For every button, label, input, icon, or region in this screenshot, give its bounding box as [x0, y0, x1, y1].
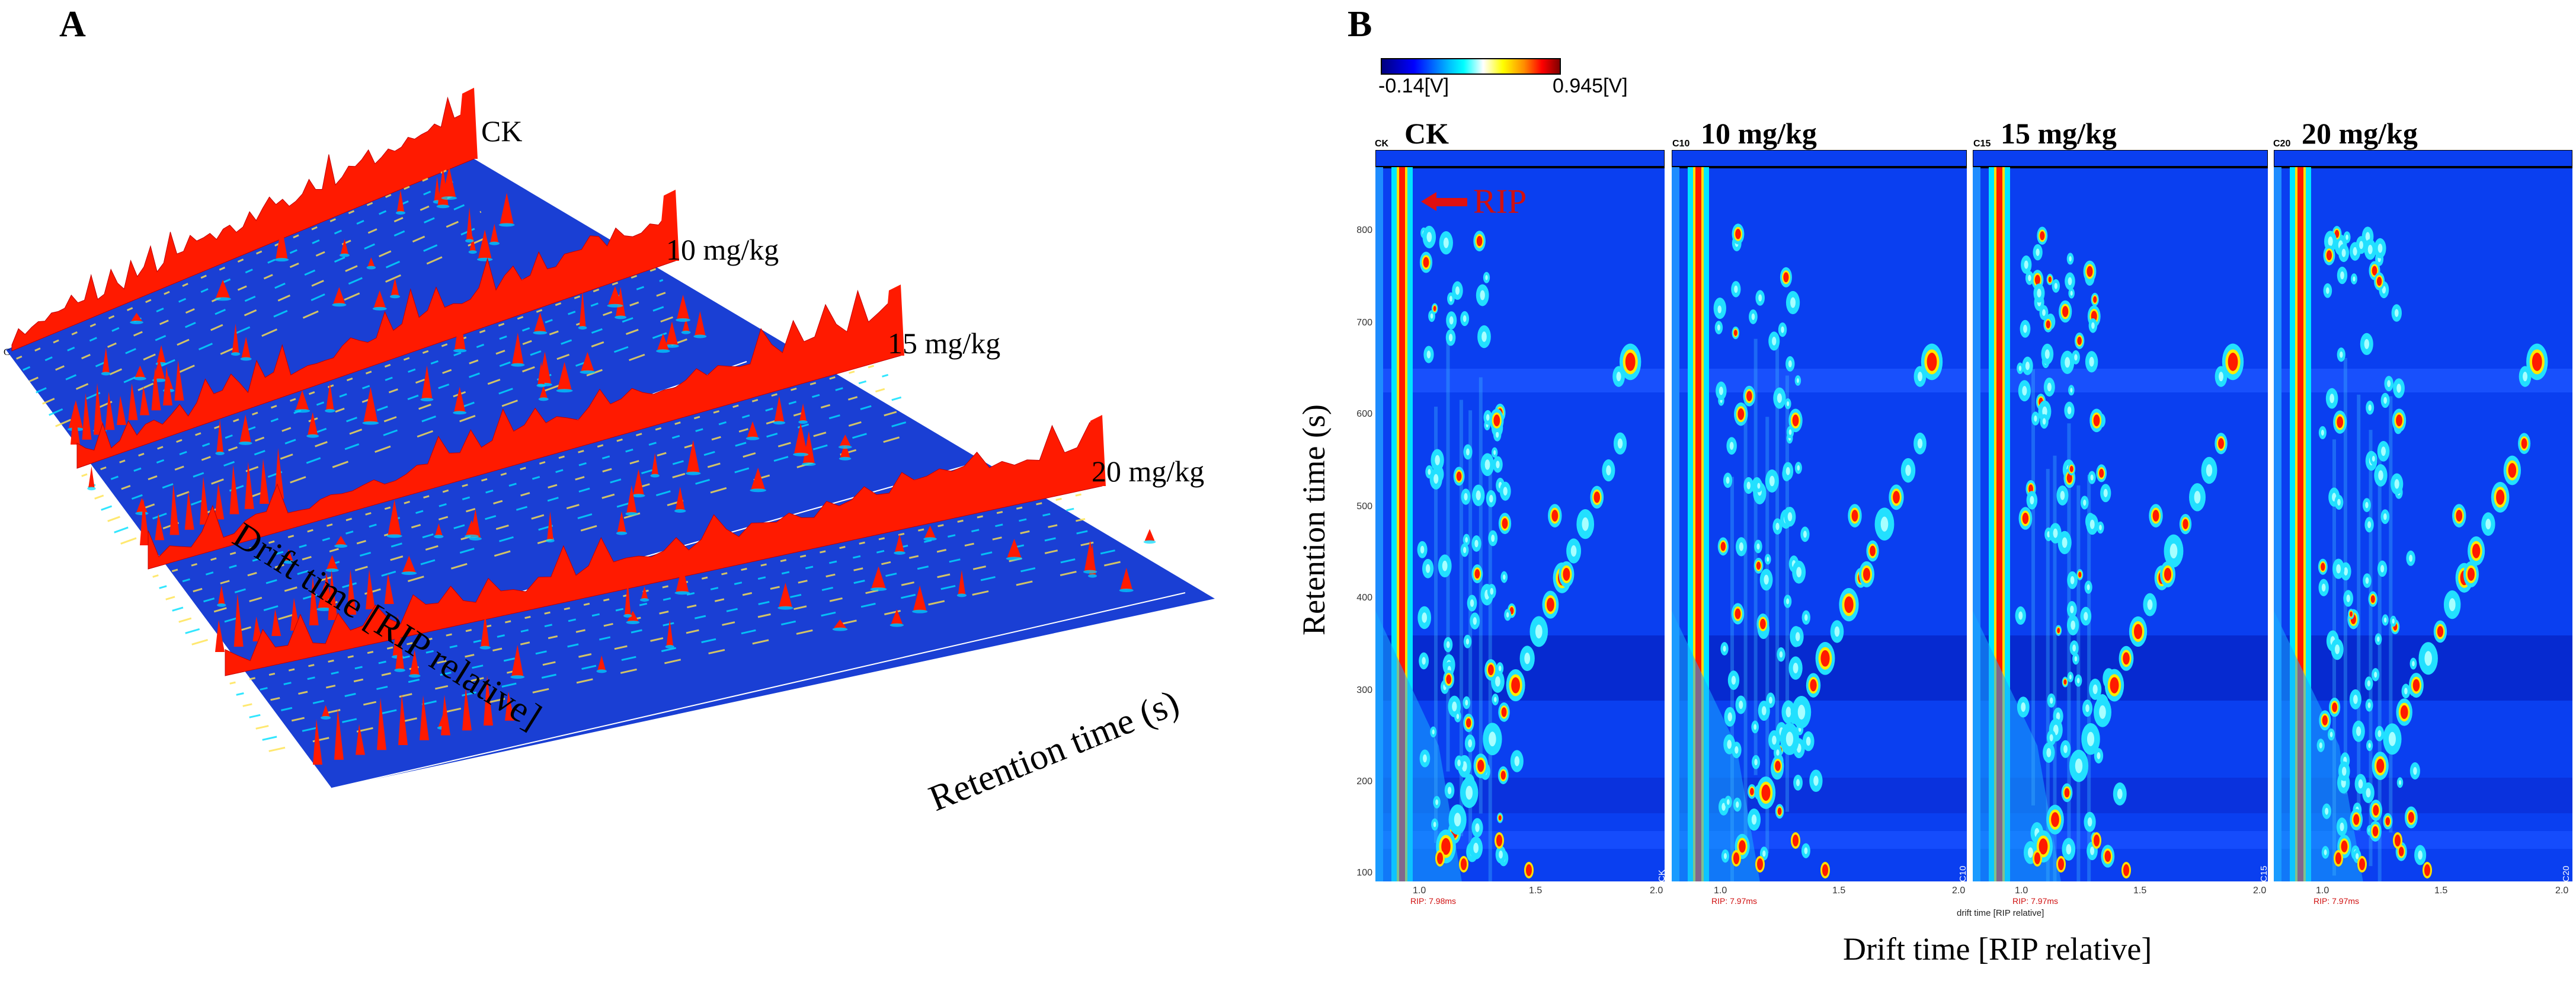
- panel-b-y-axis-label: Retention time (s): [1296, 404, 1332, 635]
- side-code-c15: C15: [2259, 865, 2269, 882]
- y-tick-300: 300: [1356, 685, 1372, 695]
- panel-code-c10: C10: [1672, 139, 1690, 149]
- panel-title-c15: 15 mg/kg: [2001, 117, 2117, 150]
- panel-a-3d-plot: [6, 88, 1215, 789]
- panel-a-corner-code: C: [4, 347, 10, 357]
- sample-label-ck: CK: [481, 114, 523, 148]
- rip-annotation: RIP: [1473, 182, 1527, 221]
- colorbar-min-label: -0.14[V]: [1378, 75, 1449, 97]
- y-tick-600: 600: [1356, 409, 1372, 419]
- heatmap-panel-ck: [1375, 149, 1665, 882]
- x-tick-c20-1: 1.0: [2316, 886, 2329, 896]
- x-tick-c10-2: 1.5: [1832, 886, 1846, 896]
- y-tick-500: 500: [1356, 501, 1372, 512]
- y-tick-100: 100: [1356, 868, 1372, 878]
- x-tick-ck-2: 1.5: [1529, 886, 1543, 896]
- heatmap-panel-c20: [2273, 149, 2573, 882]
- rip-footnote-ck: RIP: 7.98ms: [1410, 896, 1457, 906]
- panel-title-ck: CK: [1404, 117, 1449, 150]
- rip-footnote-c15: RIP: 7.97ms: [2012, 896, 2059, 906]
- panel-b-letter: B: [1348, 4, 1372, 44]
- small-x-axis-label: drift time [RIP relative]: [1957, 908, 2044, 918]
- sample-label-10: 10 mg/kg: [666, 233, 779, 266]
- y-tick-200: 200: [1356, 777, 1372, 787]
- panel-a-strip-3: [225, 415, 1186, 789]
- side-code-c10: C10: [1958, 865, 1968, 882]
- sample-label-15: 15 mg/kg: [888, 327, 1001, 360]
- x-tick-c10-3: 2.0: [1952, 886, 1966, 896]
- rip-footnote-c10: RIP: 7.97ms: [1711, 896, 1758, 906]
- side-code-ck: CK: [1657, 870, 1667, 882]
- rip-arrow: [1421, 192, 1467, 211]
- heatmap-panel-c10: [1671, 149, 1967, 882]
- x-tick-ck-3: 2.0: [1650, 886, 1663, 896]
- panel-title-c20: 20 mg/kg: [2302, 117, 2418, 150]
- colorbar: [1381, 58, 1561, 75]
- sample-label-20: 20 mg/kg: [1092, 455, 1205, 488]
- x-tick-c20-3: 2.0: [2555, 886, 2569, 896]
- x-tick-c15-3: 2.0: [2253, 886, 2267, 896]
- panel-b-x-axis-label: Drift time [RIP relative]: [1843, 931, 2152, 967]
- x-tick-c20-2: 1.5: [2434, 886, 2448, 896]
- x-tick-c15-1: 1.0: [2015, 886, 2028, 896]
- heatmap-panel-c15: [1972, 149, 2268, 882]
- x-tick-c10-1: 1.0: [1714, 886, 1727, 896]
- y-tick-800: 800: [1356, 225, 1372, 235]
- panel-a: A C CK 10 mg/kg 15 mg/kg 20 mg/kg Drift …: [4, 4, 1215, 819]
- panel-title-c10: 10 mg/kg: [1701, 117, 1817, 150]
- rip-footnote-c20: RIP: 7.97ms: [2313, 896, 2360, 906]
- x-tick-ck-1: 1.0: [1413, 886, 1426, 896]
- colorbar-max-label: 0.945[V]: [1553, 75, 1628, 97]
- panel-a-letter: A: [59, 4, 86, 44]
- panel-a-strip-0: [11, 88, 540, 469]
- panel-code-c15: C15: [1973, 139, 1991, 149]
- panel-code-c20: C20: [2273, 139, 2291, 149]
- panel-code-ck: CK: [1375, 139, 1389, 149]
- y-tick-400: 400: [1356, 593, 1372, 603]
- panel-a-strip-2: [148, 285, 978, 676]
- y-tick-700: 700: [1356, 318, 1372, 328]
- x-tick-c15-2: 1.5: [2133, 886, 2147, 896]
- side-code-c20: C20: [2561, 865, 2571, 882]
- panel-b: B -0.14[V] 0.945[V] CK CK C10 10 mg/kg C…: [1292, 0, 2576, 981]
